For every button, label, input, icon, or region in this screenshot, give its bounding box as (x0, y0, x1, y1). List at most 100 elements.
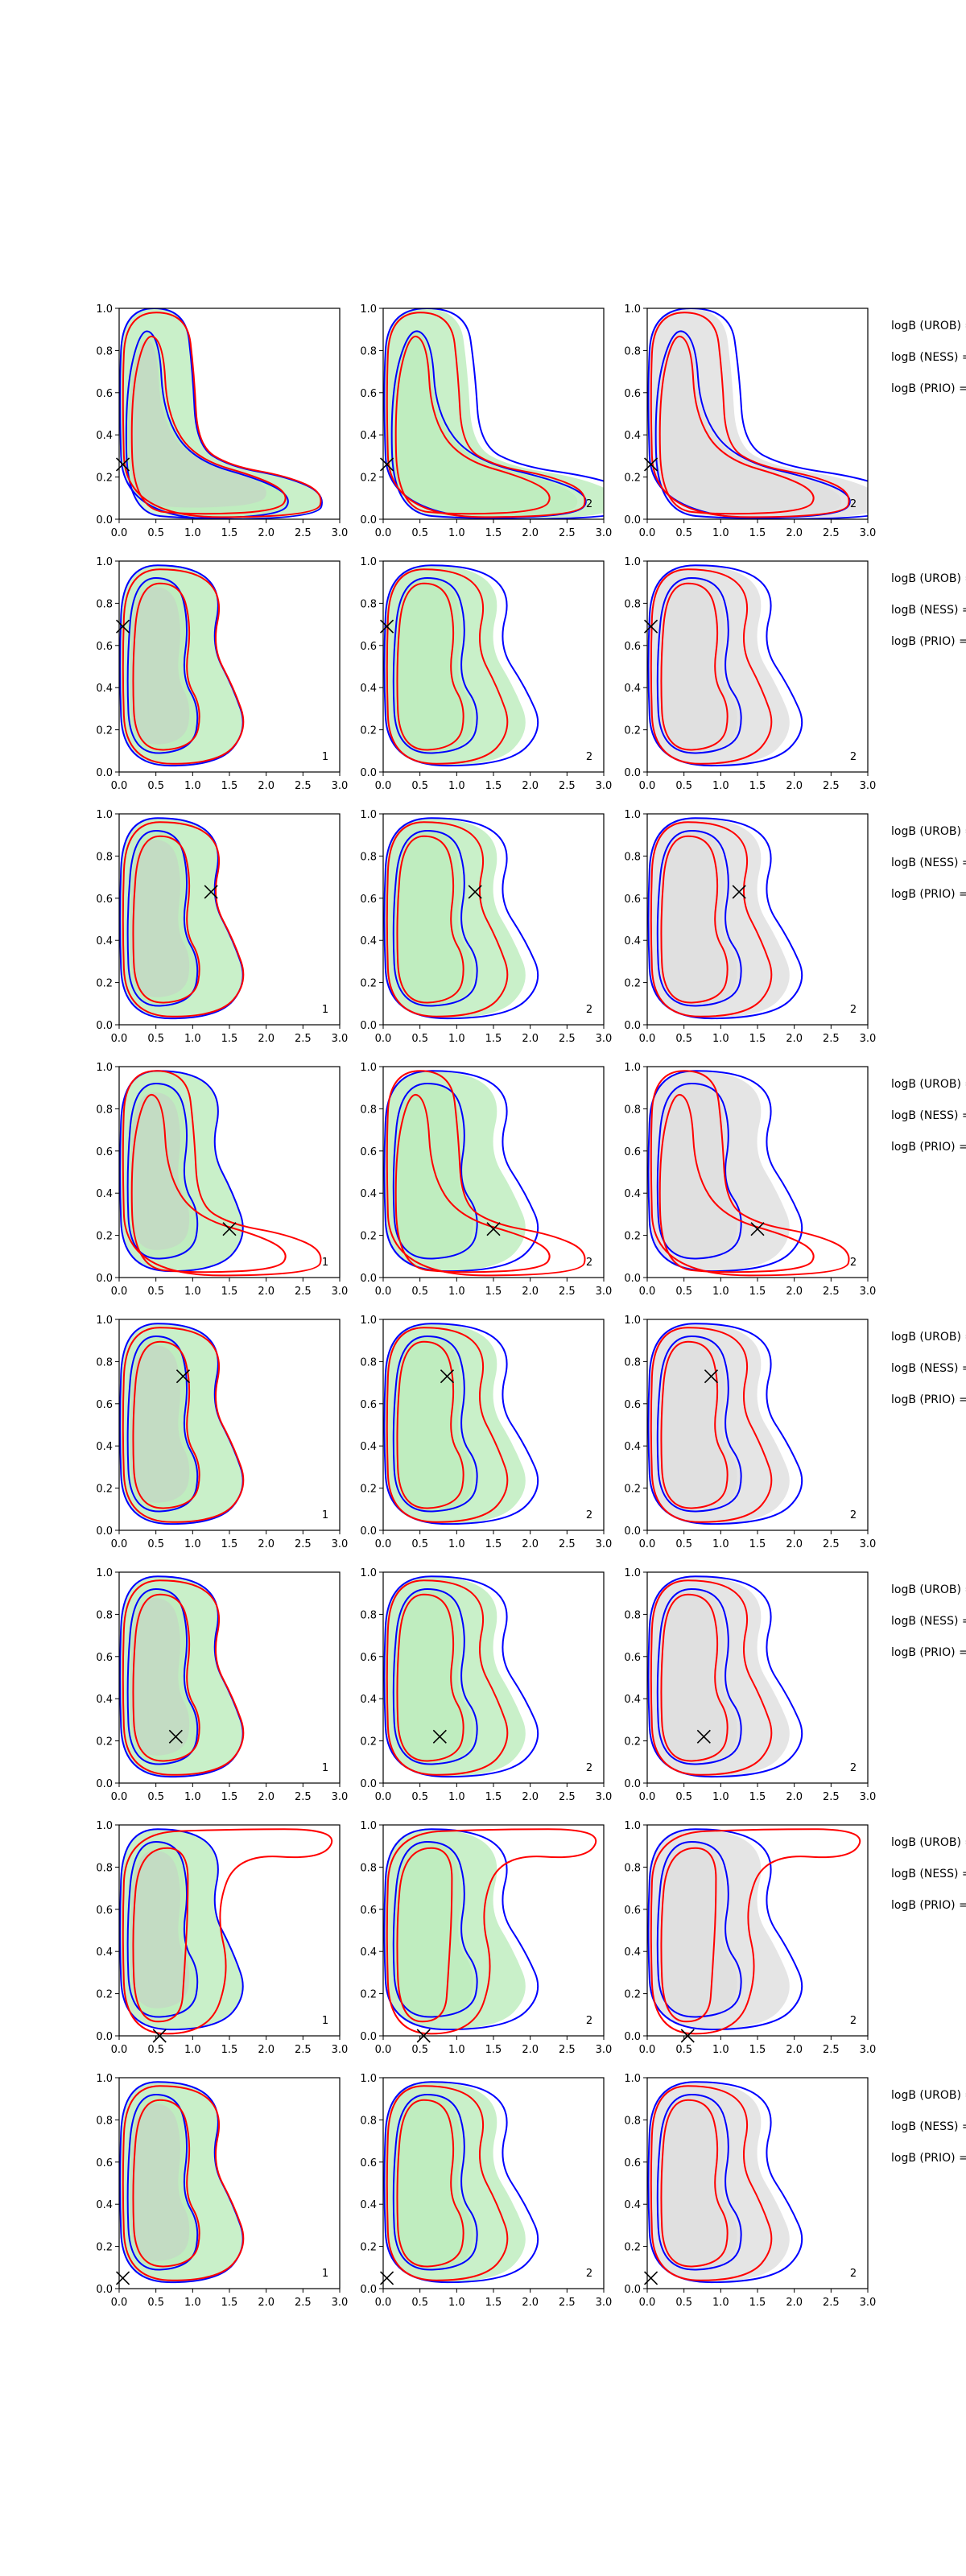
x-tick-label: 0.5 (411, 2297, 428, 2309)
panel-label: 2 (586, 751, 592, 763)
y-tick-label: 0.4 (624, 1694, 641, 1706)
x-tick-label: 1.5 (749, 527, 766, 539)
logb-label: logB (UROB) = (891, 1836, 966, 1849)
x-tick-label: 1.5 (749, 1286, 766, 1298)
x-tick-label: 0.5 (147, 527, 164, 539)
panel-label: 2 (586, 1509, 592, 1521)
x-tick-label: 0.5 (411, 1033, 428, 1045)
x-tick-label: 1.5 (221, 2297, 238, 2309)
x-tick-label: 1.0 (184, 1286, 201, 1298)
x-tick-label: 0.0 (111, 2044, 128, 2056)
y-tick-label: 0.2 (96, 473, 113, 485)
logb-label: logB (UROB) = (891, 1078, 966, 1091)
x-tick-label: 2.0 (258, 1538, 275, 1550)
y-tick-label: 0.4 (96, 1441, 113, 1453)
logb-label: logB (PRIO) = (891, 382, 966, 395)
y-tick-label: 0.8 (624, 598, 641, 610)
x-tick-label: 2.0 (258, 1286, 275, 1298)
x-tick-label: 0.0 (375, 1033, 392, 1045)
y-tick-label: 0.0 (360, 767, 377, 779)
y-tick-label: 0.2 (624, 473, 641, 485)
y-tick-label: 1.0 (96, 303, 113, 316)
x-tick-label: 0.0 (375, 1791, 392, 1803)
y-tick-label: 0.6 (624, 2157, 641, 2169)
red-contour-inner (660, 1593, 729, 1762)
x-tick-label: 3.0 (596, 780, 613, 792)
y-tick-label: 1.0 (96, 1062, 113, 1074)
y-tick-label: 0.8 (624, 1104, 641, 1116)
y-tick-label: 0.0 (624, 2031, 641, 2043)
panel-label: 2 (586, 1762, 592, 1774)
blue-contour-inner (656, 1840, 742, 2018)
y-tick-label: 0.8 (360, 1862, 377, 1874)
x-tick-label: 1.5 (221, 1538, 238, 1550)
red-contour-inner (132, 1847, 189, 2023)
x-tick-label: 1.5 (221, 1286, 238, 1298)
plot-area (119, 2081, 245, 2284)
red-contour-inner (660, 1340, 729, 1509)
x-tick-label: 2.5 (295, 2297, 312, 2309)
x-tick-label: 2.5 (559, 2044, 576, 2056)
marker-x (222, 1222, 237, 1236)
y-tick-label: 0.4 (360, 1188, 377, 1200)
panel-label: 2 (586, 2015, 592, 2027)
x-tick-label: 1.0 (448, 2044, 465, 2056)
x-tick-label: 2.0 (258, 1033, 275, 1045)
y-tick-label: 1.0 (96, 809, 113, 821)
y-tick-label: 1.0 (624, 1315, 641, 1327)
y-tick-label: 1.0 (360, 1315, 377, 1327)
x-tick-label: 1.5 (749, 1538, 766, 1550)
panel-r6-c3: 0.0 0.5 1.0 1.5 2.0 2.5 3.0 0.0 0.2 0.4 0.6 0.8 1.0 2 (624, 1567, 876, 1803)
panel-label: 1 (322, 1762, 328, 1774)
panel-label: 2 (850, 1762, 857, 1774)
red-contour-inner (130, 336, 287, 515)
x-tick-label: 1.5 (485, 1538, 502, 1550)
logb-label: logB (UROB) = (891, 572, 966, 585)
x-tick-label: 2.5 (559, 2297, 576, 2309)
density-fill-core (130, 1092, 190, 1250)
logb-label: logB (NESS) = (891, 857, 966, 869)
blue-contour-inner (392, 1335, 478, 1513)
x-tick-label: 2.0 (522, 780, 539, 792)
marker-x (440, 1369, 455, 1384)
x-tick-label: 1.0 (184, 1791, 201, 1803)
y-tick-label: 0.2 (624, 1736, 641, 1748)
x-tick-label: 2.5 (559, 1286, 576, 1298)
x-tick-label: 0.5 (675, 527, 692, 539)
y-tick-label: 0.8 (360, 1104, 377, 1116)
y-tick-label: 0.2 (624, 978, 641, 990)
blue-contour-outer (647, 2081, 803, 2284)
red-contour-outer (386, 312, 586, 518)
plot-area (647, 1828, 861, 2035)
x-tick-label: 2.5 (295, 1791, 312, 1803)
marker-x (468, 885, 482, 899)
x-tick-label: 1.5 (485, 780, 502, 792)
y-tick-label: 0.8 (360, 598, 377, 610)
y-tick-label: 0.6 (360, 1905, 377, 1917)
panel-r3-c3: 0.0 0.5 1.0 1.5 2.0 2.5 3.0 0.0 0.2 0.4 0.6 0.8 1.0 2 (624, 809, 876, 1045)
panel-label: 2 (586, 498, 592, 510)
panel-label: 1 (322, 1004, 328, 1016)
x-tick-label: 0.5 (147, 1033, 164, 1045)
blue-contour-outer (647, 1828, 803, 2031)
plot-area (383, 2081, 539, 2284)
y-tick-label: 0.6 (360, 1146, 377, 1158)
marker-x (116, 2271, 130, 2285)
x-tick-label: 1.5 (221, 527, 238, 539)
y-tick-label: 0.0 (360, 1525, 377, 1538)
y-tick-label: 0.0 (624, 1273, 641, 1285)
x-tick-label: 3.0 (860, 2044, 877, 2056)
blue-contour-inner (392, 1587, 478, 1765)
plot-area (119, 1575, 245, 1778)
blue-contour-inner (126, 1840, 199, 2018)
panel-r4-c1: 0.0 0.5 1.0 1.5 2.0 2.5 3.0 0.0 0.2 0.4 0.6 0.8 1.0 1 (96, 1062, 348, 1298)
x-tick-label: 3.0 (332, 2297, 349, 2309)
y-tick-label: 0.4 (624, 430, 641, 442)
logb-label: logB (PRIO) = (891, 2152, 966, 2165)
logb-label: logB (NESS) = (891, 351, 966, 364)
density-fill-inner (127, 831, 198, 1006)
y-tick-label: 0.6 (624, 1905, 641, 1917)
blue-contour-outer (383, 308, 604, 519)
panel-r8-c3: 0.0 0.5 1.0 1.5 2.0 2.5 3.0 0.0 0.2 0.4 0.6 0.8 1.0 2 (624, 2073, 876, 2309)
y-tick-label: 0.6 (624, 388, 641, 400)
